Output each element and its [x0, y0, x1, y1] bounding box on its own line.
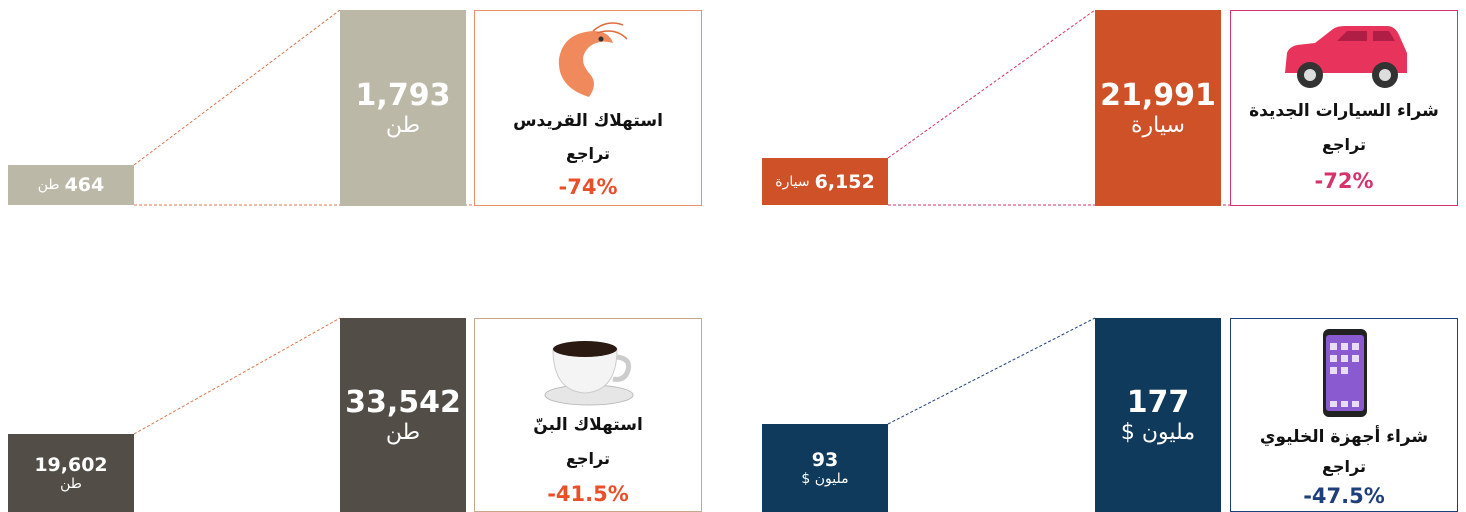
- change: -41.5%: [547, 482, 629, 506]
- subtitle: تراجع: [566, 144, 610, 163]
- big-unit: سيارة: [1131, 113, 1185, 138]
- change: -74%: [558, 175, 618, 199]
- big-bar: 177 مليون $: [1095, 318, 1221, 512]
- small-bar: 6,152 سيارة: [762, 158, 888, 205]
- big-value: 21,991: [1100, 78, 1216, 113]
- change: -72%: [1314, 169, 1374, 193]
- small-value: 6,152: [814, 170, 875, 193]
- title: استهلاك البنّ: [533, 415, 643, 435]
- small-unit: طن: [37, 177, 60, 193]
- card: استهلاك القريدس تراجع -74%: [474, 10, 702, 206]
- card: شراء السيارات الجديدة تراجع -72%: [1230, 10, 1458, 206]
- big-unit: طن: [385, 113, 421, 138]
- small-unit: طن: [60, 476, 82, 492]
- small-bar: 93 مليون $: [762, 424, 888, 512]
- subtitle: تراجع: [1322, 457, 1366, 476]
- car-icon: [1285, 26, 1407, 88]
- big-bar: 33,542 طن: [340, 318, 466, 512]
- big-value: 177: [1126, 385, 1190, 420]
- big-bar: 1,793 طن: [340, 10, 466, 206]
- card: شراء أجهزة الخليوي تراجع -47.5%: [1230, 318, 1458, 512]
- subtitle: تراجع: [566, 449, 610, 468]
- coffee-icon: [544, 341, 634, 406]
- phone-icon: [1323, 329, 1367, 417]
- small-bar: 464 طن: [8, 165, 134, 205]
- subtitle: تراجع: [1322, 135, 1366, 154]
- small-bar: 19,602 طن: [8, 434, 134, 512]
- title: استهلاك القريدس: [513, 111, 663, 131]
- big-value: 33,542: [345, 385, 461, 420]
- change: -47.5%: [1303, 484, 1385, 508]
- small-value: 464: [64, 174, 105, 196]
- small-unit: مليون $: [801, 471, 849, 487]
- big-unit: طن: [385, 420, 421, 445]
- title: شراء السيارات الجديدة: [1249, 101, 1439, 121]
- big-bar: 21,991 سيارة: [1095, 10, 1221, 206]
- small-value: 19,602: [34, 454, 108, 476]
- small-value: 93: [811, 449, 839, 471]
- title: شراء أجهزة الخليوي: [1259, 427, 1429, 447]
- small-unit: سيارة: [775, 173, 810, 190]
- big-value: 1,793: [355, 78, 451, 113]
- shrimp-icon: [558, 22, 628, 97]
- card: استهلاك البنّ تراجع -41.5%: [474, 318, 702, 512]
- big-unit: مليون $: [1120, 420, 1196, 445]
